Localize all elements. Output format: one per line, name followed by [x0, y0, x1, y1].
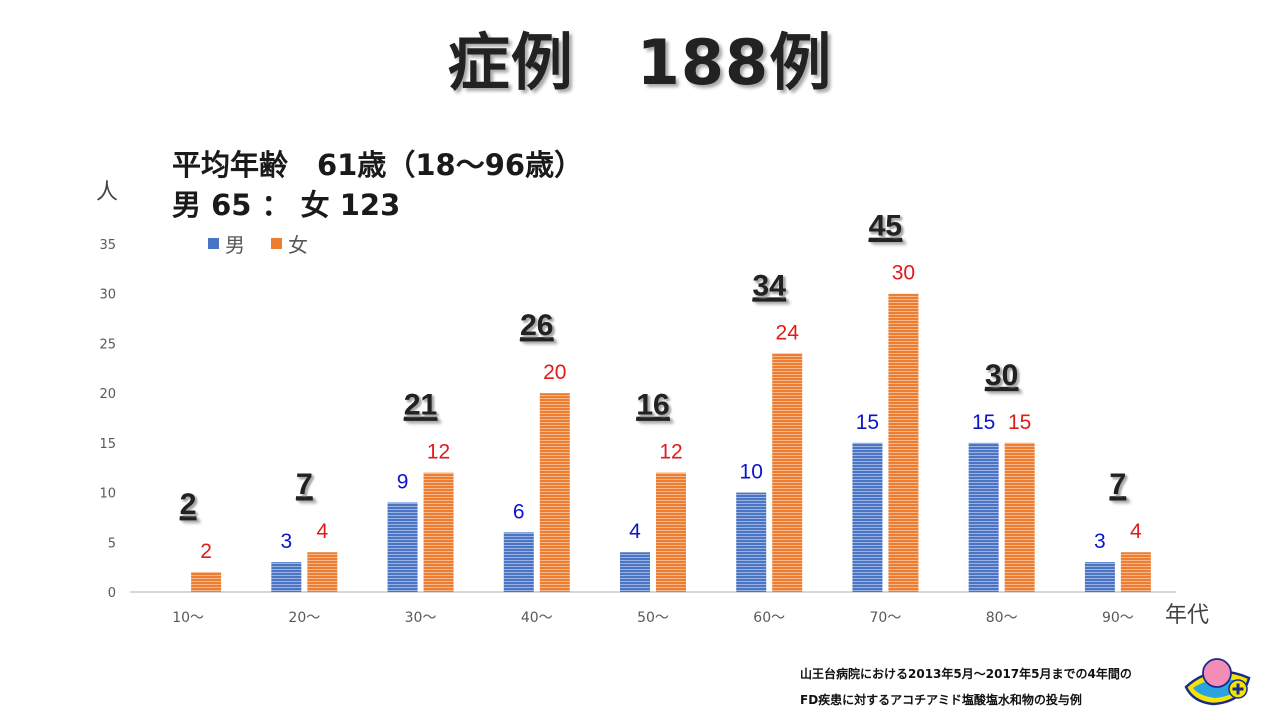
x-tick-label: 30〜 — [405, 610, 437, 626]
total-label: 34 — [753, 269, 787, 302]
data-label-female: 20 — [543, 361, 566, 384]
bar-male — [736, 492, 767, 592]
x-tick-label: 70〜 — [870, 610, 902, 626]
data-label-male: 6 — [513, 500, 525, 523]
data-label-female: 12 — [659, 441, 682, 464]
x-tick-label: 40〜 — [521, 610, 553, 626]
data-label-male: 9 — [397, 471, 409, 494]
x-tick-label: 80〜 — [986, 610, 1018, 626]
bar-male — [620, 552, 650, 592]
x-tick-label: 60〜 — [753, 610, 785, 626]
bar-male — [387, 502, 418, 592]
legend-label-female: 女 — [288, 233, 308, 257]
bar-female — [307, 552, 338, 592]
legend-label-male: 男 — [225, 233, 245, 257]
legend-swatch-male — [208, 238, 219, 249]
data-label-male: 3 — [1094, 530, 1106, 553]
bar-female — [191, 572, 222, 592]
bar-female — [1120, 552, 1151, 592]
total-label: 30 — [985, 359, 1018, 392]
bar-male — [271, 562, 302, 592]
x-tick-label: 90〜 — [1102, 610, 1134, 626]
data-label-female: 24 — [776, 321, 800, 344]
y-tick-label: 30 — [99, 288, 116, 303]
y-tick-label: 20 — [99, 387, 116, 402]
y-tick-label: 25 — [99, 337, 116, 352]
average-age-text: 平均年齢 61歳（18〜96歳） — [172, 148, 584, 182]
data-label-male: 15 — [856, 411, 879, 434]
bar-female — [888, 293, 919, 592]
y-axis-unit-label: 人 — [96, 180, 119, 205]
total-label: 21 — [404, 389, 437, 422]
y-tick-label: 15 — [99, 437, 116, 452]
total-label: 26 — [520, 309, 553, 342]
y-tick-label: 10 — [99, 487, 116, 502]
y-tick-label: 0 — [108, 586, 116, 601]
data-label-female: 2 — [200, 540, 212, 563]
hospital-logo-icon — [1184, 658, 1251, 706]
bar-female — [1004, 442, 1035, 592]
total-label: 2 — [180, 488, 197, 521]
data-label-male: 10 — [740, 461, 763, 484]
data-label-male: 15 — [972, 411, 995, 434]
total-label: 7 — [296, 468, 313, 501]
x-tick-label: 50〜 — [637, 610, 669, 626]
data-label-female: 4 — [316, 520, 328, 543]
bar-male — [852, 442, 883, 592]
data-label-male: 4 — [629, 520, 641, 543]
data-label-male: 3 — [280, 530, 292, 553]
bar-male — [1084, 562, 1115, 592]
footnote: 山王台病院における2013年5月〜2017年5月までの4年間の FD疾患に対する… — [800, 661, 1170, 713]
footnote-line-2: FD疾患に対するアコチアミド塩酸塩水和物の投与例 — [800, 693, 1082, 707]
bar-male — [503, 532, 534, 592]
footnote-line-1: 山王台病院における2013年5月〜2017年5月までの4年間の — [800, 667, 1132, 681]
y-tick-label: 5 — [108, 536, 116, 551]
data-label-female: 15 — [1008, 411, 1031, 434]
y-tick-label: 35 — [99, 238, 116, 253]
total-label: 7 — [1110, 468, 1127, 501]
legend-item-female: 女 — [271, 229, 308, 258]
bar-female — [539, 393, 570, 592]
x-tick-label: 20〜 — [288, 610, 320, 626]
bar-female — [772, 353, 803, 592]
legend-item-male: 男 — [208, 229, 245, 258]
total-label: 16 — [636, 389, 669, 422]
x-axis-unit-label: 年代 — [1165, 603, 1210, 628]
bar-female — [423, 472, 454, 592]
chart-legend: 男 女 — [208, 229, 308, 258]
data-label-female: 30 — [892, 262, 915, 285]
x-tick-label: 10〜 — [172, 610, 204, 626]
data-label-female: 4 — [1130, 520, 1142, 543]
page-title: 症例 188例 — [447, 26, 833, 99]
total-label: 45 — [869, 210, 902, 243]
data-label-female: 12 — [427, 441, 450, 464]
bar-female — [656, 472, 686, 592]
legend-swatch-female — [271, 238, 282, 249]
sex-ratio-text: 男 65 ： 女 123 — [172, 188, 401, 222]
bar-male — [968, 442, 999, 592]
